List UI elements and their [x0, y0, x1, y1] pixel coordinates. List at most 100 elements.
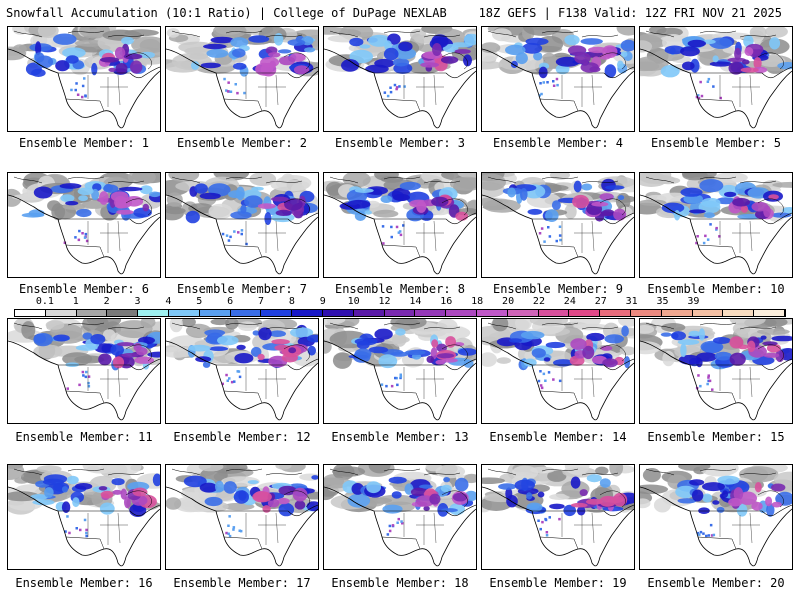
colorbar-tick-label: 35: [656, 296, 669, 307]
colorbar-tick-label: 16: [440, 296, 453, 307]
ensemble-member-label: Ensemble Member: 18: [331, 576, 469, 590]
ensemble-member-label: Ensemble Member: 12: [173, 430, 311, 444]
ensemble-member-label: Ensemble Member: 11: [15, 430, 153, 444]
snowfall-map: [640, 465, 792, 567]
colorbar-swatch: [754, 310, 785, 316]
snowfall-map: [324, 27, 476, 129]
snowfall-map: [482, 465, 634, 567]
ensemble-panel: [481, 318, 635, 424]
ensemble-panel: [7, 464, 161, 570]
colorbar-swatch: [168, 310, 200, 316]
ensemble-panel: [7, 26, 161, 132]
snowfall-map: [8, 465, 160, 567]
colorbar-swatch: [538, 310, 570, 316]
colorbar-tick-label: 24: [563, 296, 576, 307]
colorbar-swatch: [476, 310, 508, 316]
snowfall-map: [8, 173, 160, 275]
ensemble-member-label: Ensemble Member: 7: [176, 282, 308, 296]
colorbar-tick-label: 9: [319, 296, 326, 307]
colorbar-tick-label: 12: [378, 296, 391, 307]
colorbar-tick-label: 6: [227, 296, 234, 307]
ensemble-panel: [639, 26, 793, 132]
ensemble-member-label: Ensemble Member: 6: [18, 282, 150, 296]
snowfall-map: [166, 465, 318, 567]
colorbar-swatch: [569, 310, 601, 316]
ensemble-panel: [165, 318, 319, 424]
ensemble-member-label: Ensemble Member: 19: [489, 576, 627, 590]
chart-title: Snowfall Accumulation (10:1 Ratio) | Col…: [6, 6, 447, 20]
colorbar-swatch: [600, 310, 631, 316]
colorbar-swatch: [723, 310, 755, 316]
ensemble-panel: [165, 26, 319, 132]
colorbar: [14, 309, 786, 317]
ensemble-panel: [7, 318, 161, 424]
colorbar-labels: 0.1 1 2 3 4 5 6 7 8 9 10 12 14 16 18 20 22 24 27 31 35 39: [14, 296, 786, 308]
colorbar-tick-label: 4: [165, 296, 172, 307]
ensemble-member-label: Ensemble Member: 10: [647, 282, 785, 296]
colorbar-swatch: [292, 310, 323, 316]
ensemble-member-label: Ensemble Member: 17: [173, 576, 311, 590]
colorbar-tick-label: 7: [258, 296, 265, 307]
colorbar-tick-label: 31: [625, 296, 638, 307]
snowfall-map: [640, 319, 792, 421]
ensemble-panel: [481, 26, 635, 132]
colorbar-swatch: [45, 310, 77, 316]
ensemble-panel: [323, 464, 477, 570]
ensemble-member-label: Ensemble Member: 13: [331, 430, 469, 444]
snowfall-map: [640, 27, 792, 129]
ensemble-panel: [639, 172, 793, 278]
snowfall-map: [166, 27, 318, 129]
snowfall-map: [166, 173, 318, 275]
colorbar-tick-label: 18: [471, 296, 484, 307]
colorbar-swatch: [76, 310, 108, 316]
ensemble-member-label: Ensemble Member: 20: [647, 576, 785, 590]
colorbar-swatch: [138, 310, 169, 316]
colorbar-tick-label: 0.1: [35, 296, 54, 307]
colorbar-tick-label: 8: [288, 296, 295, 307]
colorbar-swatch: [353, 310, 385, 316]
ensemble-member-label: Ensemble Member: 9: [492, 282, 624, 296]
ensemble-member-label: Ensemble Member: 14: [489, 430, 627, 444]
colorbar-tick-label: 20: [502, 296, 515, 307]
colorbar-tick-label: 5: [196, 296, 203, 307]
ensemble-panel: [639, 464, 793, 570]
ensemble-member-label: Ensemble Member: 3: [334, 136, 466, 150]
ensemble-panel: [323, 172, 477, 278]
ensemble-member-label: Ensemble Member: 16: [15, 576, 153, 590]
ensemble-panel: [323, 26, 477, 132]
snowfall-map: [324, 319, 476, 421]
colorbar-swatch: [415, 310, 447, 316]
colorbar-tick-label: 3: [134, 296, 141, 307]
snowfall-map: [482, 319, 634, 421]
colorbar-tick-label: 10: [347, 296, 360, 307]
ensemble-panel: [481, 464, 635, 570]
snowfall-map: [640, 173, 792, 275]
colorbar-swatch: [384, 310, 416, 316]
ensemble-panel: [165, 172, 319, 278]
snowfall-map: [8, 27, 160, 129]
colorbar-swatch: [15, 310, 46, 316]
colorbar-swatch: [199, 310, 231, 316]
colorbar-swatch: [692, 310, 724, 316]
run-valid-time: 18Z GEFS | F138 Valid: 12Z FRI NOV 21 20…: [478, 6, 782, 20]
colorbar-swatch: [322, 310, 354, 316]
colorbar-swatch: [507, 310, 539, 316]
ensemble-member-label: Ensemble Member: 8: [334, 282, 466, 296]
ensemble-panel: [165, 464, 319, 570]
snowfall-map: [324, 173, 476, 275]
colorbar-tick-label: 27: [594, 296, 607, 307]
colorbar-swatch: [107, 310, 139, 316]
colorbar-tick-label: 2: [103, 296, 110, 307]
colorbar-swatch: [630, 310, 662, 316]
ensemble-panel: [7, 172, 161, 278]
snowfall-map: [166, 319, 318, 421]
colorbar-swatch: [446, 310, 477, 316]
colorbar-tick-label: 39: [687, 296, 700, 307]
snowfall-map: [482, 27, 634, 129]
snowfall-map: [8, 319, 160, 421]
colorbar-tick-label: 1: [72, 296, 79, 307]
ensemble-member-label: Ensemble Member: 5: [650, 136, 782, 150]
ensemble-panel: [481, 172, 635, 278]
ensemble-panel: [639, 318, 793, 424]
ensemble-member-label: Ensemble Member: 1: [18, 136, 150, 150]
